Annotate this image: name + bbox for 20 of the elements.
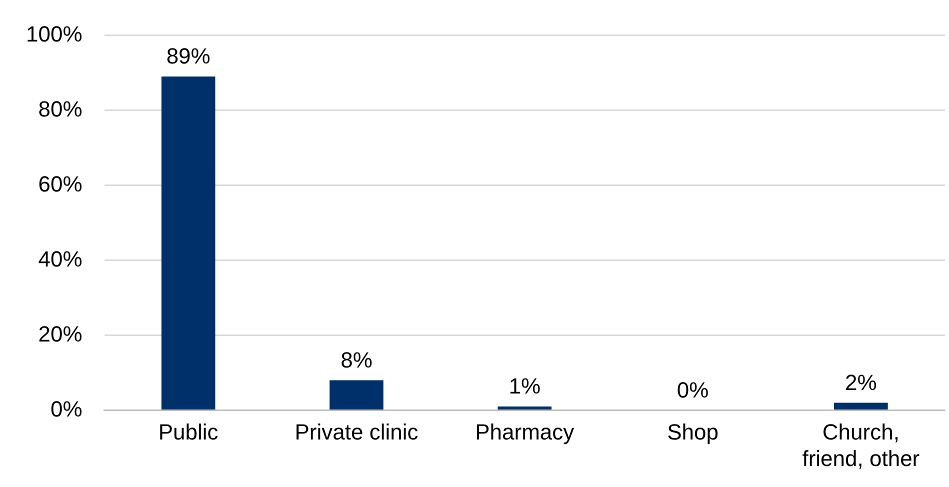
x-tick-label: Private clinic: [294, 419, 418, 444]
bar: [498, 406, 552, 410]
data-label: 0%: [676, 377, 709, 402]
bar: [330, 380, 384, 410]
y-tick-label: 80%: [38, 96, 82, 122]
y-tick-label: 40%: [38, 246, 82, 272]
x-tick-label: Pharmacy: [475, 419, 574, 444]
bar: [834, 402, 888, 410]
x-tick-label: Shop: [667, 419, 718, 444]
x-tick-label: Public: [158, 419, 218, 444]
data-label: 8%: [340, 347, 372, 372]
y-tick-label: 20%: [38, 321, 82, 346]
data-label: 2%: [845, 370, 877, 395]
y-tick-label: 0%: [50, 396, 82, 422]
y-tick-label: 60%: [38, 171, 82, 196]
y-tick-label: 100%: [26, 21, 82, 46]
bar: [161, 76, 216, 410]
data-label: 1%: [508, 374, 541, 399]
x-tick-label: Church, friend, other: [802, 419, 920, 471]
data-label: 89%: [166, 44, 210, 69]
